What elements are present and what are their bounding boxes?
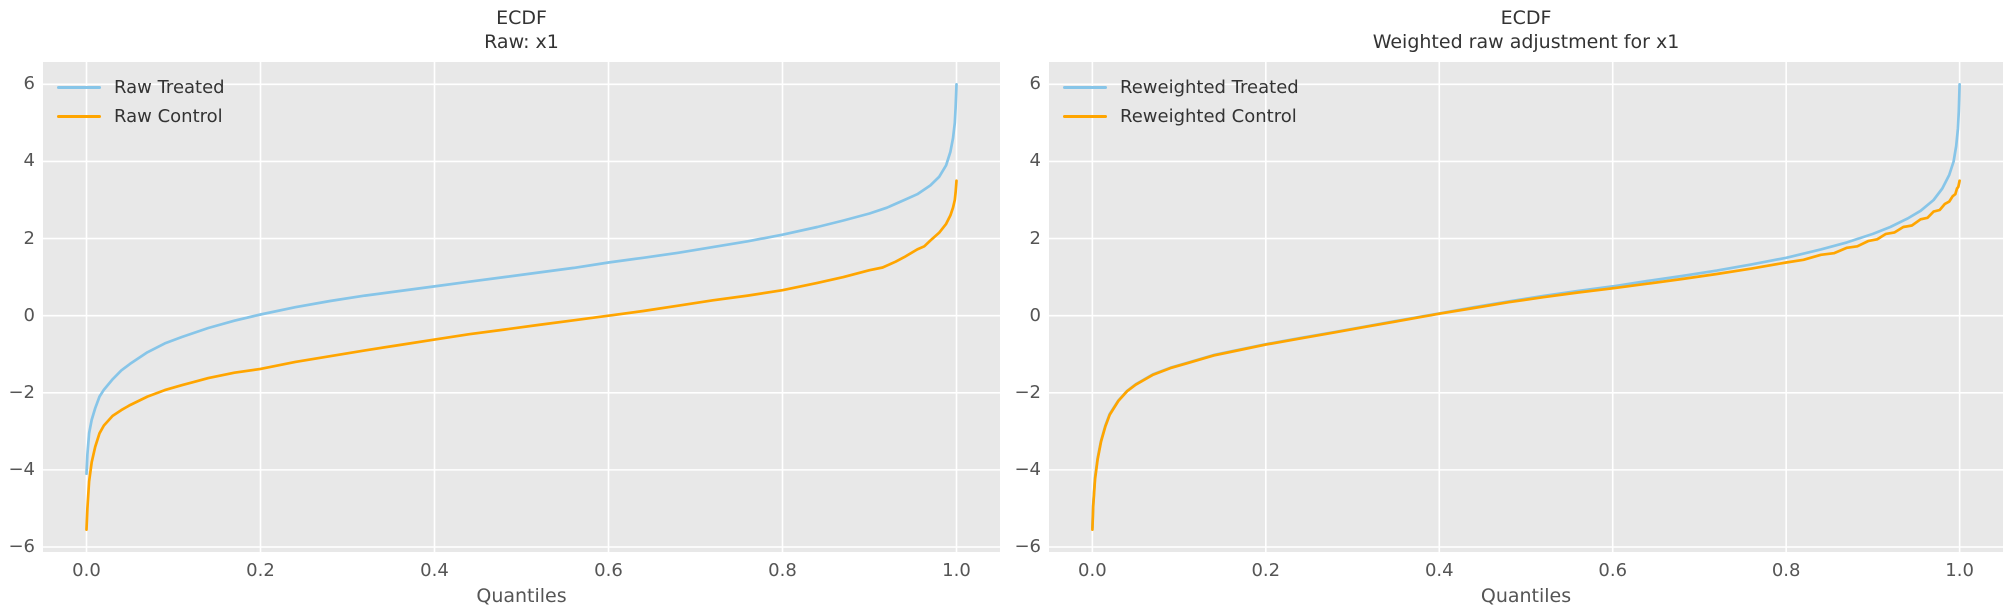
y-tick-label: −4 (1014, 458, 1041, 480)
plot-area: Raw Treated Raw Control (43, 62, 1000, 552)
x-axis-label: Quantiles (1480, 585, 1572, 607)
y-tick-label: 0 (23, 304, 35, 326)
x-tick-label: 0.4 (420, 560, 449, 581)
ecdf-curve-reweighted-control (1091, 179, 1961, 531)
y-tick-label: −4 (8, 458, 35, 480)
y-tick-label: 6 (1029, 73, 1041, 95)
legend-label: Reweighted Treated (1120, 77, 1299, 98)
y-tick-label: 2 (1029, 227, 1041, 249)
x-tick-label: 0.0 (1078, 560, 1107, 581)
plot-title-block: ECDF Weighted raw adjustment for x1 (1049, 6, 2003, 54)
ecdf-curves-svg (1049, 62, 2003, 552)
x-tick-label: 0.0 (72, 560, 101, 581)
legend-line-swatch (1063, 115, 1107, 118)
panel-weighted-ecdf: ECDF Weighted raw adjustment for x1 Rewe… (1006, 0, 2011, 611)
legend-label: Raw Control (114, 106, 223, 127)
legend-item: Reweighted Treated (1063, 73, 1299, 102)
ecdf-curve-raw-treated (85, 83, 958, 476)
y-tick-label: 6 (23, 73, 35, 95)
ecdf-curves-svg (43, 62, 1000, 552)
legend: Reweighted Treated Reweighted Control (1063, 73, 1299, 131)
y-tick-label: −6 (8, 535, 35, 557)
y-tick-label: 4 (1029, 150, 1041, 172)
legend-line-swatch (57, 115, 101, 118)
ecdf-curve-reweighted-treated (1091, 83, 1961, 530)
x-tick-label: 0.8 (768, 560, 797, 581)
legend-item: Raw Control (57, 102, 225, 131)
legend-line-swatch (1063, 86, 1107, 89)
y-tick-label: −2 (1014, 381, 1041, 403)
y-tick-label: 2 (23, 227, 35, 249)
y-tick-label: 0 (1029, 304, 1041, 326)
legend-label: Raw Treated (114, 77, 225, 98)
y-tick-label: 4 (23, 150, 35, 172)
plot-title: ECDF (1500, 7, 1552, 29)
x-tick-label: 0.4 (1424, 560, 1454, 581)
plot-title: ECDF (496, 7, 547, 29)
legend-item: Reweighted Control (1063, 102, 1299, 131)
x-tick-label: 1.0 (942, 560, 971, 581)
legend-line-swatch (57, 86, 101, 89)
plot-subtitle: Raw: x1 (484, 31, 559, 53)
y-tick-label: −2 (8, 381, 35, 403)
x-tick-label: 0.2 (1251, 560, 1281, 581)
legend-label: Reweighted Control (1120, 106, 1297, 127)
plot-area: Reweighted Treated Reweighted Control (1049, 62, 2003, 552)
y-tick-label: −6 (1014, 535, 1041, 557)
plot-subtitle: Weighted raw adjustment for x1 (1372, 31, 1680, 53)
legend-item: Raw Treated (57, 73, 225, 102)
x-tick-label: 0.8 (1771, 560, 1801, 581)
panel-raw-ecdf: ECDF Raw: x1 Raw Treated Raw Control 6 4 2 0… (8, 6, 1000, 607)
x-tick-label: 0.6 (594, 560, 623, 581)
ecdf-curve-raw-control (85, 179, 958, 531)
legend: Raw Treated Raw Control (57, 73, 225, 131)
x-tick-label: 0.6 (1598, 560, 1628, 581)
x-axis-label: Quantiles (476, 585, 567, 607)
x-tick-label: 0.2 (246, 560, 275, 581)
plot-title-block: ECDF Raw: x1 (43, 6, 1000, 54)
x-tick-label: 1.0 (1945, 560, 1974, 581)
